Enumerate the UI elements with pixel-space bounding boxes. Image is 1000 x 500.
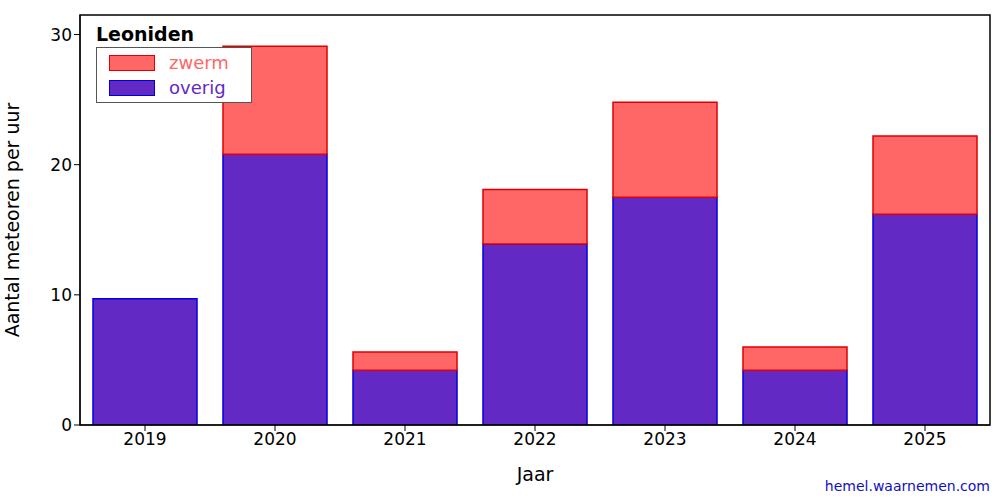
svg-text:2025: 2025: [903, 429, 946, 449]
html-text:Leoniden: Leoniden: [96, 23, 195, 45]
svg-text:2024: 2024: [773, 429, 816, 449]
html-text:overig: overig: [169, 77, 226, 98]
svg-text:10: 10: [50, 285, 72, 305]
svg-text:Jaar: Jaar: [516, 463, 554, 485]
svg-text:2021: 2021: [383, 429, 426, 449]
svg-text:2022: 2022: [513, 429, 556, 449]
svg-text:2019: 2019: [123, 429, 166, 449]
svg-text:0: 0: [61, 415, 72, 435]
svg-text:2023: 2023: [643, 429, 686, 449]
html-text:hemel.waarnemen.com: hemel.waarnemen.com: [824, 478, 990, 494]
html-text:zwerm: zwerm: [169, 52, 229, 73]
svg-text:Aantal meteoren per uur: Aantal meteoren per uur: [8, 102, 23, 337]
svg-text:2020: 2020: [253, 429, 296, 449]
svg-text:20: 20: [50, 155, 72, 175]
svg-text:30: 30: [50, 25, 72, 45]
